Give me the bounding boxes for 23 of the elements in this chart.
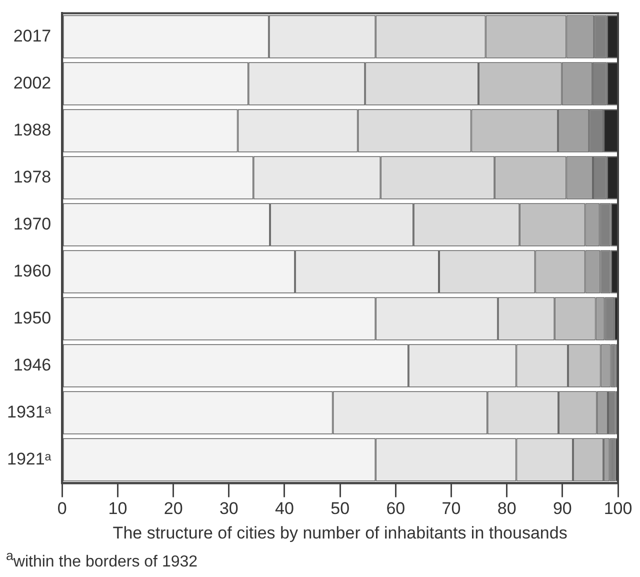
- y-tick-label: 1970: [13, 214, 52, 234]
- x-tick-label: 30: [219, 499, 238, 518]
- y-tick-label: 1921ᵃ: [6, 449, 52, 468]
- y-tick-label: 2002: [13, 73, 52, 92]
- y-tick-label: 1978: [13, 167, 52, 186]
- x-axis-title: The structure of cities by number of inhabitants in thousands: [112, 523, 568, 542]
- y-tick-label: 1960: [13, 261, 52, 280]
- x-tick-label: 80: [497, 499, 516, 518]
- x-tick-label: 90: [552, 499, 572, 518]
- x-tick-label: 70: [442, 499, 461, 518]
- x-tick-label: 50: [330, 499, 350, 518]
- y-tick-label: 1931ᵃ: [6, 402, 52, 422]
- y-tick-label: 1950: [13, 308, 52, 328]
- text: $^{a}$within the borders of 1932: [6, 548, 198, 572]
- x-tick-label: 10: [108, 499, 128, 518]
- y-tick-label: 1988: [13, 120, 52, 140]
- x-tick-label: 60: [386, 499, 406, 518]
- x-tick-label: 40: [275, 499, 294, 518]
- y-tick-label: 2017: [13, 26, 52, 46]
- x-tick-label: 20: [164, 499, 183, 518]
- y-tick-label: 1946: [13, 355, 52, 374]
- x-tick-label: 0: [57, 499, 67, 518]
- x-tick-label: 100: [604, 499, 632, 518]
